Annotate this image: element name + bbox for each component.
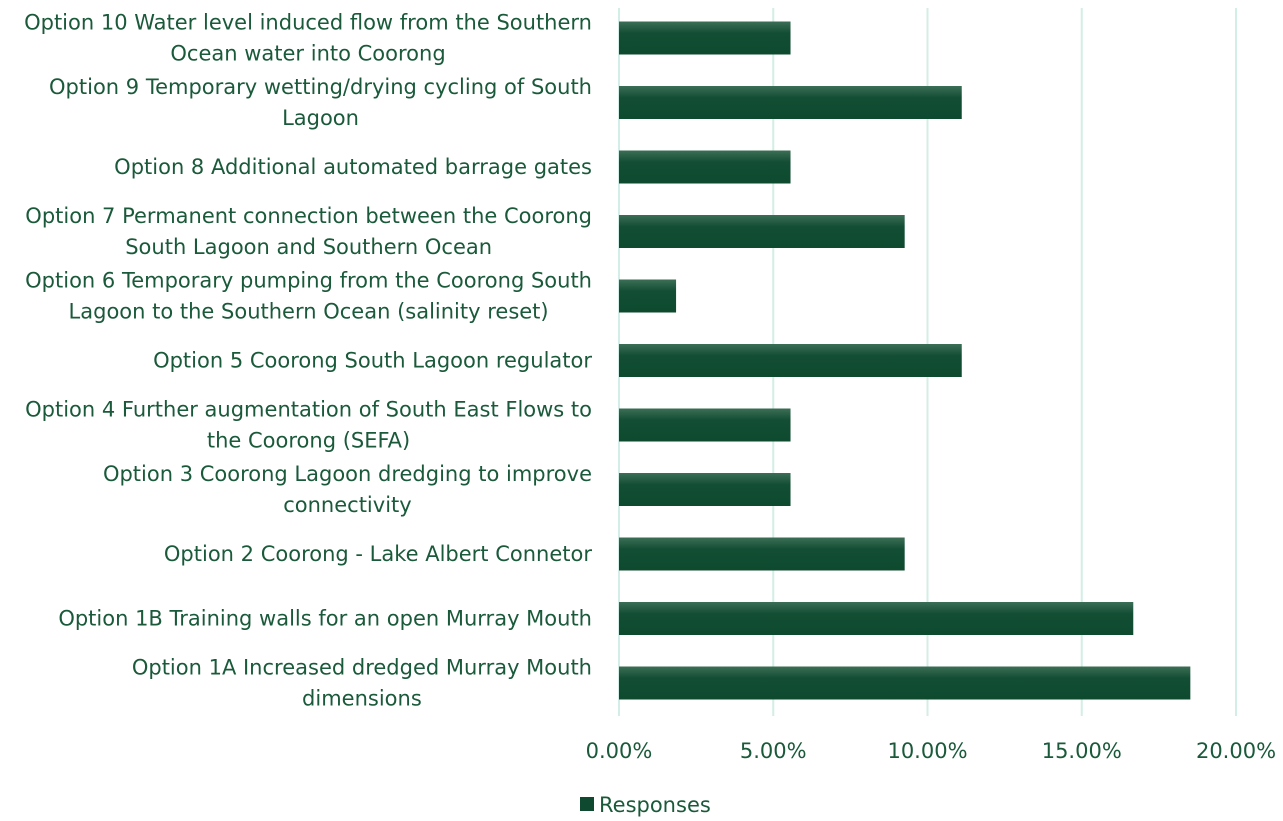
x-axis-ticks: 0.00% 5.00% 10.00% 15.00% 20.00% (586, 739, 1276, 763)
category-label-line: dimensions (302, 687, 422, 711)
x-tick-label: 5.00% (740, 739, 807, 763)
x-tick-label: 20.00% (1196, 739, 1276, 763)
bar (619, 344, 962, 377)
category-label: Option 4 Further augmentation of South E… (25, 398, 592, 453)
category-label-line: Option 3 Coorong Lagoon dredging to impr… (103, 462, 592, 486)
category-label: Option 2 Coorong - Lake Albert Connetor (164, 542, 592, 566)
bar (619, 150, 791, 184)
category-label-line: Lagoon to the Southern Ocean (salinity r… (69, 300, 549, 324)
category-label-line: South Lagoon and Southern Ocean (125, 235, 492, 259)
bar (619, 279, 677, 313)
category-label: Option 1B Training walls for an open Mur… (58, 607, 592, 631)
bar (619, 537, 905, 571)
category-label-line: Option 7 Permanent connection between th… (25, 204, 592, 228)
category-labels: Option 10 Water level induced flow from … (24, 11, 592, 711)
category-label: Option 5 Coorong South Lagoon regulator (153, 349, 592, 373)
bar (619, 86, 962, 119)
category-label: Option 10 Water level induced flow from … (24, 11, 592, 66)
bar (619, 602, 1134, 635)
category-label-line: Option 6 Temporary pumping from the Coor… (25, 269, 592, 293)
category-label-line: Ocean water into Coorong (170, 42, 445, 66)
bars (619, 21, 1191, 700)
category-label-line: Option 10 Water level induced flow from … (24, 11, 592, 35)
legend-swatch (580, 797, 594, 811)
category-label-line: Option 5 Coorong South Lagoon regulator (153, 349, 592, 373)
category-label-line: the Coorong (SEFA) (207, 429, 410, 453)
legend-label: Responses (599, 793, 711, 817)
x-tick-label: 0.00% (586, 739, 653, 763)
bar (619, 215, 905, 248)
bar (619, 473, 791, 506)
category-label: Option 7 Permanent connection between th… (25, 204, 592, 259)
category-label-line: Option 1A Increased dredged Murray Mouth (132, 656, 592, 680)
category-label: Option 8 Additional automated barrage ga… (114, 155, 592, 179)
category-label-line: Option 2 Coorong - Lake Albert Connetor (164, 542, 592, 566)
category-label-line: Lagoon (282, 106, 359, 130)
category-label-line: Option 9 Temporary wetting/drying cyclin… (49, 75, 592, 99)
category-label-line: connectivity (283, 493, 411, 517)
category-label: Option 9 Temporary wetting/drying cyclin… (49, 75, 592, 130)
category-label-line: Option 4 Further augmentation of South E… (25, 398, 592, 422)
x-tick-label: 10.00% (887, 739, 967, 763)
bar (619, 666, 1191, 700)
category-label: Option 3 Coorong Lagoon dredging to impr… (103, 462, 592, 517)
category-label: Option 6 Temporary pumping from the Coor… (25, 269, 592, 324)
category-label: Option 1A Increased dredged Murray Mouth… (132, 656, 592, 711)
legend: Responses (580, 793, 711, 817)
bar (619, 408, 791, 442)
x-tick-label: 15.00% (1042, 739, 1122, 763)
category-label-line: Option 8 Additional automated barrage ga… (114, 155, 592, 179)
bar (619, 21, 791, 55)
category-label-line: Option 1B Training walls for an open Mur… (58, 607, 592, 631)
